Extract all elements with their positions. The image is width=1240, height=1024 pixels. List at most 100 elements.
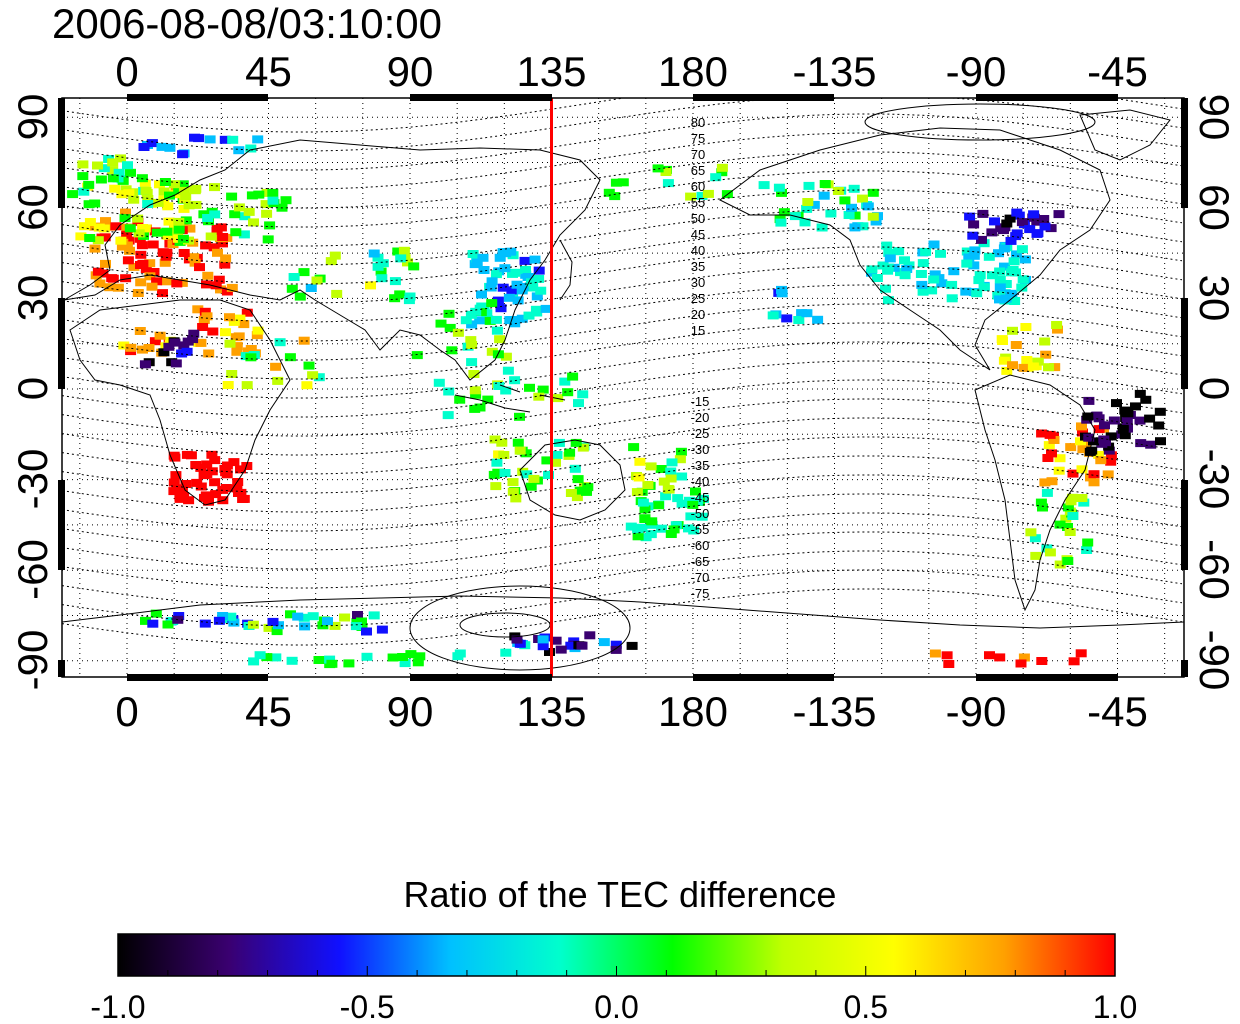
contour-label: 25 <box>691 291 705 306</box>
tec-cell <box>1037 503 1048 512</box>
lon-tick-label-bottom: -135 <box>792 688 876 735</box>
tec-cell <box>226 192 238 201</box>
tec-cell <box>781 314 793 323</box>
tec-cell <box>969 246 981 255</box>
tec-cell <box>307 371 319 380</box>
tec-cell <box>883 248 895 257</box>
tec-cell <box>676 499 688 508</box>
tec-cell <box>803 181 815 190</box>
contour-label: 35 <box>691 259 705 274</box>
tec-cell <box>522 273 534 281</box>
tec-cell <box>230 228 242 237</box>
tec-cell <box>1075 649 1087 658</box>
tec-cell <box>331 289 343 298</box>
tec-cell <box>577 443 589 452</box>
tec-cell <box>523 311 535 320</box>
tec-cell <box>125 168 136 177</box>
tec-cell <box>475 308 487 316</box>
tec-cell <box>634 457 646 466</box>
tec-cell <box>98 164 110 173</box>
lon-tick-label-top: 180 <box>658 48 728 95</box>
tec-cell <box>251 331 263 340</box>
tec-cell <box>1018 363 1030 372</box>
colorbar-tick-label: -0.5 <box>340 989 395 1024</box>
tec-cell <box>122 256 134 265</box>
tec-cell <box>79 222 91 231</box>
tec-cell <box>1038 215 1050 223</box>
tec-cell <box>1010 232 1022 241</box>
colorbar-tick-label: 1.0 <box>1093 989 1137 1024</box>
tec-cell <box>215 285 226 294</box>
tec-cell <box>241 308 253 317</box>
tec-cell <box>994 653 1006 662</box>
tec-cell <box>540 304 552 313</box>
tec-cell <box>1036 429 1048 438</box>
tec-cell <box>867 188 879 197</box>
tec-cell <box>160 277 172 286</box>
tec-cell <box>801 204 813 213</box>
lat-tick-label-right: 90 <box>1191 94 1238 141</box>
tec-cell <box>1027 362 1039 371</box>
tec-cell <box>157 289 168 298</box>
axis-labels: 0045459090135135180180-135-135-90-90-45-… <box>9 48 1238 735</box>
map-grid <box>62 98 1184 677</box>
tec-cell <box>1016 245 1028 254</box>
tec-cell <box>190 200 202 209</box>
lat-tick-label-right: 0 <box>1191 377 1238 400</box>
tec-cell <box>395 254 407 263</box>
tec-cell <box>825 209 837 218</box>
tec-cell <box>1084 447 1096 456</box>
contour-label: 75 <box>691 131 705 146</box>
tec-cell <box>493 382 505 390</box>
tec-cell <box>197 323 209 331</box>
tec-cell <box>658 477 670 486</box>
tec-cell <box>194 263 205 272</box>
tec-cell <box>433 378 445 387</box>
tec-cell <box>999 262 1010 271</box>
tec-cell <box>365 281 376 290</box>
tec-cell <box>893 247 905 256</box>
tec-cell <box>162 620 174 629</box>
tec-cell <box>1062 557 1074 565</box>
tec-cell <box>1102 470 1114 479</box>
tec-cell <box>466 341 478 349</box>
tec-cell <box>217 612 229 620</box>
lat-tick-label-left: -30 <box>9 449 56 510</box>
tec-cell <box>1046 449 1057 458</box>
tec-cell <box>936 279 948 288</box>
tec-cell <box>1105 451 1117 460</box>
frame-bar-left <box>58 298 65 389</box>
tec-cell <box>994 267 1006 276</box>
tec-cell <box>164 143 176 152</box>
tec-cell <box>915 270 927 278</box>
tec-cell <box>500 352 512 361</box>
tec-cell <box>1082 412 1094 421</box>
contour-label: -40 <box>691 474 710 489</box>
tec-cell <box>639 505 651 514</box>
tec-cell <box>572 475 584 484</box>
tec-cell <box>1001 366 1013 375</box>
tec-cell <box>146 139 158 148</box>
tec-cell <box>1039 222 1051 231</box>
frame-bar-right <box>1181 98 1188 208</box>
tec-cell <box>1121 416 1133 425</box>
tec-cell <box>994 283 1006 292</box>
tec-cell <box>176 487 188 495</box>
tec-cell <box>238 230 250 239</box>
tec-cell <box>135 250 147 259</box>
tec-cell <box>228 618 240 627</box>
tec-cell <box>174 492 186 501</box>
tec-cell <box>329 251 341 260</box>
tec-cell <box>192 305 204 314</box>
tec-cell <box>140 186 152 195</box>
tec-cell <box>98 224 110 233</box>
tec-cell <box>1042 454 1054 462</box>
tec-cell <box>120 208 131 217</box>
contour-label: 65 <box>691 163 705 178</box>
tec-cell <box>960 287 972 296</box>
tec-cell <box>559 377 571 386</box>
tec-cell <box>121 230 133 239</box>
contour-label: -50 <box>691 506 710 521</box>
tec-cell <box>136 174 148 183</box>
